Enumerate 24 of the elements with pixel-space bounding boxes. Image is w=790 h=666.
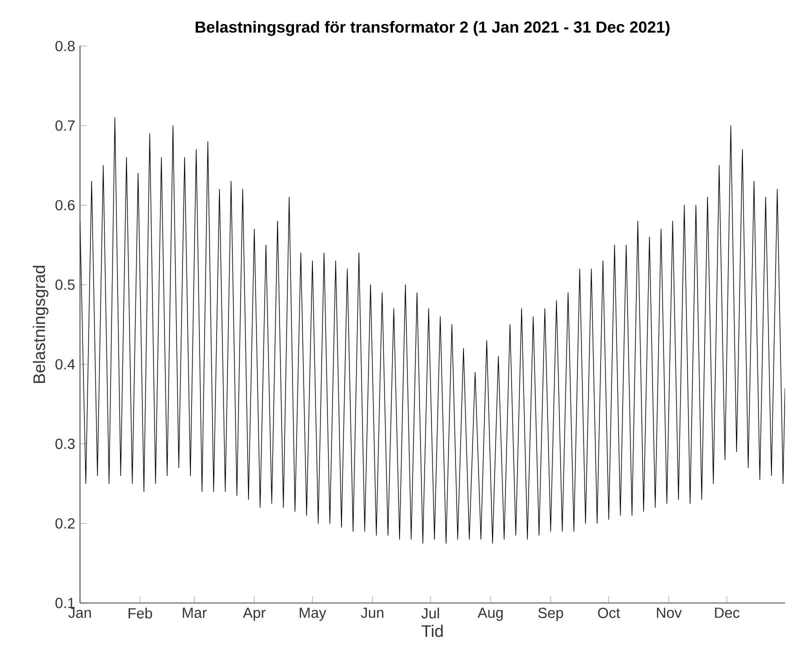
- y-tick-label: 0.8: [55, 40, 75, 52]
- y-tick-label: 0.7: [55, 120, 75, 131]
- x-tick-label: May: [300, 608, 326, 621]
- x-tick-label: Nov: [656, 608, 682, 618]
- x-tick-label: Jun: [360, 608, 384, 618]
- y-tick-label: 0.4: [55, 359, 75, 370]
- y-tick-label: 0.5: [55, 280, 75, 290]
- y-tick-label: 0.1: [55, 598, 75, 608]
- y-tick-label: 0.3: [55, 438, 75, 450]
- x-tick-label: Mar: [182, 608, 207, 618]
- x-tick-label: Dec: [715, 608, 740, 618]
- x-tick-label: Oct: [598, 608, 620, 618]
- y-tick-label: 0.6: [55, 200, 75, 210]
- line-series: [80, 117, 786, 544]
- x-tick-label: Aug: [478, 608, 503, 621]
- x-tick-label: Apr: [242, 608, 266, 621]
- x-tick-label: Sep: [538, 608, 564, 621]
- x-tick-label: Jul: [421, 608, 439, 618]
- x-tick-label: Feb: [128, 608, 152, 618]
- chart-title: Belastningsgrad för transformator 2 (1 Jan 2021 - 31 Dec 2021): [196, 20, 670, 36]
- y-axis-title: Belastningsgrad: [32, 266, 48, 383]
- x-axis-title: Tid: [422, 624, 443, 638]
- x-tick-label: Jan: [68, 608, 91, 618]
- y-tick-label: 0.2: [55, 518, 75, 529]
